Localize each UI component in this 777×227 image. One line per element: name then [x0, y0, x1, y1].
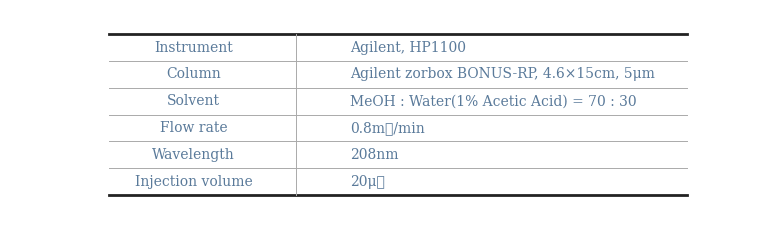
Text: Agilent zorbox BONUS-RP, 4.6×15cm, 5μm: Agilent zorbox BONUS-RP, 4.6×15cm, 5μm	[350, 67, 655, 81]
Text: Flow rate: Flow rate	[159, 121, 228, 135]
Text: 208nm: 208nm	[350, 148, 399, 162]
Text: 0.8mℓ/min: 0.8mℓ/min	[350, 121, 425, 135]
Text: Injection volume: Injection volume	[134, 175, 253, 189]
Text: Solvent: Solvent	[167, 94, 220, 108]
Text: 20μℓ: 20μℓ	[350, 175, 385, 189]
Text: Column: Column	[166, 67, 221, 81]
Text: MeOH : Water(1% Acetic Acid) = 70 : 30: MeOH : Water(1% Acetic Acid) = 70 : 30	[350, 94, 636, 108]
Text: Wavelength: Wavelength	[152, 148, 235, 162]
Text: Agilent, HP1100: Agilent, HP1100	[350, 41, 466, 55]
Text: Instrument: Instrument	[154, 41, 233, 55]
